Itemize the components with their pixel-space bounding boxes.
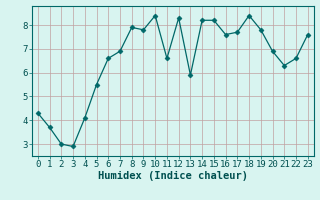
X-axis label: Humidex (Indice chaleur): Humidex (Indice chaleur) [98, 171, 248, 181]
